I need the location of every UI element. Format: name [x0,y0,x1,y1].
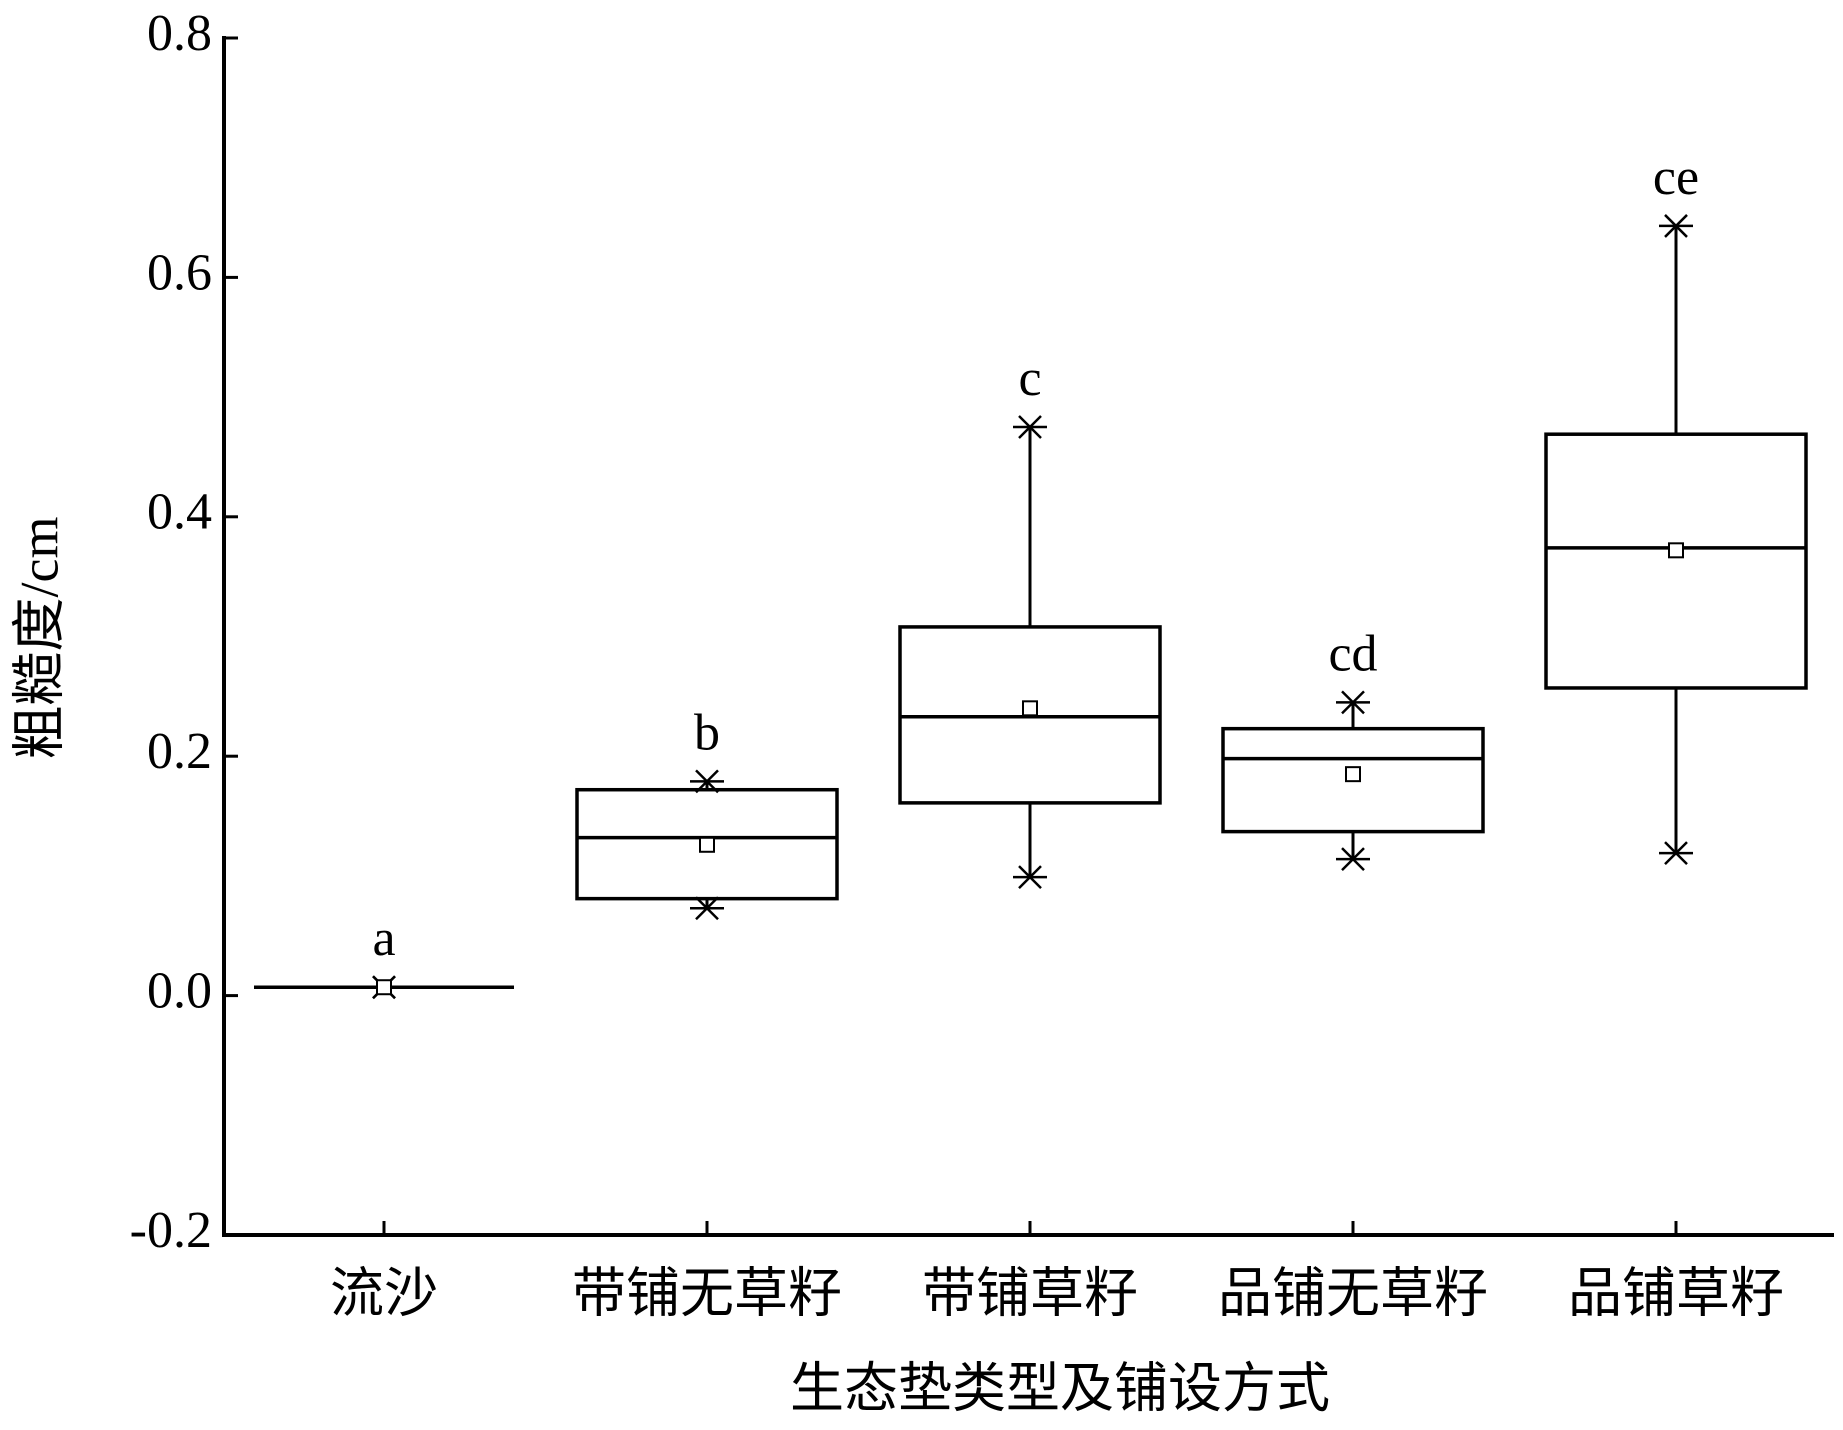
annotation: a [372,910,395,967]
annotation: cd [1328,625,1377,682]
whisker-cap [1659,214,1693,238]
annotation: b [694,704,720,761]
x-tick-label: 带铺草籽 [922,1263,1138,1323]
whisker-cap [1336,847,1370,872]
y-tick-label: 0.2 [147,723,212,780]
y-tick-label: 0.8 [147,5,212,62]
x-tick-label: 品铺草籽 [1568,1263,1784,1323]
x-tick-label: 带铺无草籽 [572,1263,842,1323]
mean-marker [1022,700,1038,717]
mean-marker [1668,542,1684,559]
y-axis-label: 粗糙度/cm [9,517,69,760]
box [1221,726,1485,834]
annotation: ce [1653,149,1699,206]
whisker-cap [1013,865,1047,889]
whisker-cap [1336,690,1370,715]
annotation: c [1018,350,1041,407]
box [1544,432,1808,690]
mean-marker [1345,766,1361,783]
mean-marker [376,979,392,996]
y-tick-label: -0.2 [130,1202,212,1259]
whisker-cap [690,769,724,794]
y-tick-label: 0.4 [147,484,212,541]
x-tick-label: 品铺无草籽 [1218,1263,1488,1323]
mean-marker [699,836,715,853]
y-tick-label: 0.0 [147,963,212,1020]
whisker-cap [1659,841,1693,866]
x-tick-label: 流沙 [330,1263,438,1323]
whisker-cap [690,896,724,921]
box [575,787,839,901]
y-tick-label: 0.6 [147,244,212,301]
box [898,625,1162,805]
whisker-cap [1013,415,1047,439]
x-axis-label: 生态垫类型及铺设方式 [790,1358,1330,1418]
